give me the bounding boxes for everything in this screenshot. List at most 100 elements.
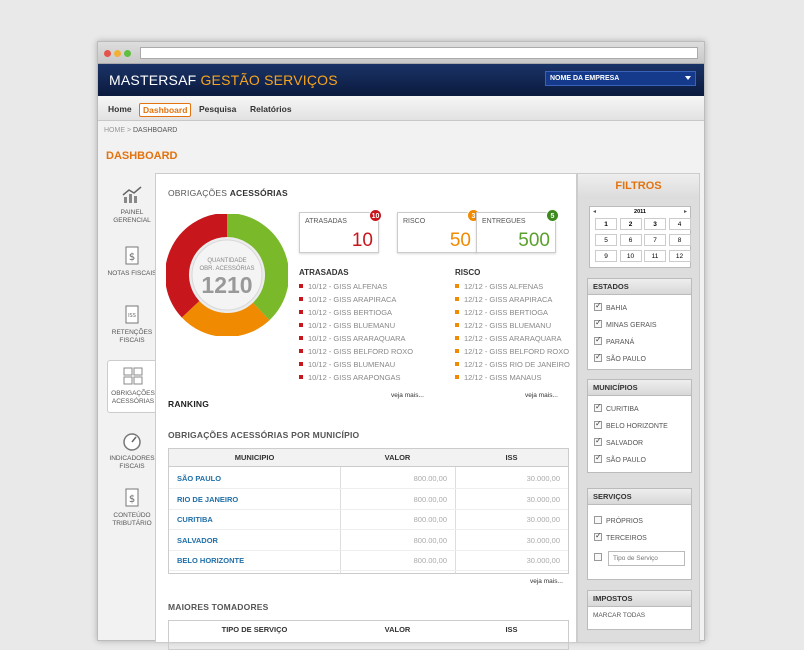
calendar-month[interactable]: 5 [595,234,617,246]
calendar-month[interactable]: 9 [595,250,617,262]
sidebar-item-notas-fiscais[interactable]: $ NOTAS FISCAIS [107,246,157,278]
breadcrumb: HOME > DASHBOARD [104,127,178,134]
breadcrumb-home[interactable]: HOME [104,127,125,134]
minimize-dot[interactable] [114,50,121,57]
estado-checkbox[interactable]: PARANÁ [594,335,694,346]
estado-checkbox[interactable]: SÃO PAULO [594,352,694,363]
atrasadas-list-item[interactable]: 10/12 - GISS BLUMENAU [299,360,395,369]
municipio-table-title: OBRIGAÇÕES ACESSÓRIAS POR MUNICÍPIO [168,430,360,440]
nav-home[interactable]: Home [108,104,132,114]
calendar-next-icon[interactable]: ▸ [683,209,687,215]
tipo-servico-input[interactable] [608,551,685,566]
veja-mais-municipio[interactable]: veja mais... [530,578,563,585]
iss-document-icon: ISS [125,305,139,324]
tomadores-table: TIPO DE SERVIÇO VALOR ISS [168,620,569,650]
veja-mais-risco[interactable]: veja mais... [525,392,558,399]
risco-list-item[interactable]: 12/12 - GISS ALFENAS [455,282,543,291]
checkbox-icon[interactable] [594,531,602,541]
atrasadas-list-item[interactable]: 10/12 - GISS ALFENAS [299,282,387,291]
atrasadas-list-item[interactable]: 10/12 - GISS BERTIOGA [299,308,392,317]
checkbox-icon[interactable] [594,335,602,345]
servicos-filter: SERVIÇOS PRÓPRIOS TERCEIROS [587,488,692,580]
sidebar-item-indicadores-fiscais[interactable]: INDICADORES FISCAIS [107,431,157,471]
checkbox-icon[interactable] [594,352,602,362]
calendar-month[interactable]: 10 [619,250,642,262]
checkbox-icon[interactable] [594,301,602,311]
address-bar[interactable] [140,47,698,59]
calendar-month[interactable]: 3 [644,218,666,230]
calendar-month[interactable]: 6 [619,234,642,246]
risco-list-item[interactable]: 12/12 - GISS ARAPIRACA [455,295,552,304]
risco-list-item[interactable]: 12/12 - GISS RIO DE JANEIRO [455,360,570,369]
veja-mais-atrasadas[interactable]: veja mais... [391,392,424,399]
sidebar-item-retencoes-fiscais[interactable]: ISS RETENÇÕES FISCAIS [107,305,157,345]
calendar-month[interactable]: 8 [668,234,691,246]
risco-list-item[interactable]: 12/12 - GISS BERTIOGA [455,308,548,317]
status-badge: 5 [546,209,559,222]
atrasadas-list-item[interactable]: 10/12 - GISS ARARAQUARA [299,334,406,343]
estado-checkbox[interactable]: BAHIA [594,301,694,312]
risco-list-item[interactable]: 12/12 - GISS MANAUS [455,373,542,382]
company-select[interactable]: NOME DA EMPRESA [545,71,696,86]
risco-list-item[interactable]: 12/12 - GISS BELFORD ROXO [455,347,569,356]
municipio-name[interactable]: SALVADOR [177,535,218,545]
valor-cell: 800.00,00 [413,515,447,524]
checkbox-icon[interactable] [594,436,602,446]
dollar-document-icon: $ [125,246,139,265]
impostos-filter: IMPOSTOS MARCAR TODAS [587,590,692,630]
municipio-name[interactable]: RIO DE JANEIRO [177,494,239,504]
maximize-dot[interactable] [124,50,131,57]
nav-dashboard[interactable]: Dashboard [139,103,192,117]
calendar-month[interactable]: 12 [668,250,691,262]
marcar-todas-link[interactable]: MARCAR TODAS [593,612,646,619]
calendar-month[interactable]: 2 [619,218,642,230]
municipio-name[interactable]: SÃO PAULO [177,474,222,483]
sidebar-item-obrigacoes-acessorias[interactable]: OBRIGAÇÕES ACESSÓRIAS [107,360,158,413]
calendar-month[interactable]: 11 [644,250,666,262]
checkbox-icon[interactable] [594,402,602,412]
card-atrasadas[interactable]: ATRASADAS 10 10 [299,209,382,253]
servico-checkbox[interactable]: PRÓPRIOS [594,516,694,525]
municipio-checkbox[interactable]: BELO HORIZONTE [594,419,694,430]
table-row[interactable]: SÃO PAULO 800.00,00 30.000,00 [169,469,568,489]
municipio-checkbox[interactable]: SÃO PAULO [594,453,694,464]
valor-cell: 800.00,00 [413,474,447,483]
checkbox-icon[interactable] [594,318,602,328]
table-row[interactable]: CURITIBA 800.00,00 30.000,00 [169,510,568,530]
table-row[interactable]: BELO HORIZONTE 800.00,00 30.000,00 [169,551,568,571]
municipios-title: MUNICÍPIOS [588,380,691,396]
sidebar-item-painel-gerencial[interactable]: PAINEL GERENCIAL [107,185,157,225]
card-risco[interactable]: RISCO 50 3 [397,209,480,253]
calendar-month[interactable]: 7 [644,234,666,246]
municipio-checkbox[interactable]: SALVADOR [594,436,694,447]
estados-title: ESTADOS [588,279,691,295]
sidebar-item-conteudo-tributario[interactable]: $ CONTEÚDO TRIBUTÁRIO [107,488,157,528]
nav-relatorios[interactable]: Relatórios [250,104,292,114]
atrasadas-list-item[interactable]: 10/12 - GISS ARAPONGAS [299,373,401,382]
atrasadas-list-item[interactable]: 10/12 - GISS BLUEMANU [299,321,395,330]
risco-heading: RISCO [455,268,481,277]
card-entregues[interactable]: ENTREGUES 500 5 [476,209,559,253]
municipio-checkbox[interactable]: CURITIBA [594,402,694,413]
municipio-name[interactable]: CURITIBA [177,515,213,524]
checkbox-icon[interactable] [594,453,602,463]
checkbox-icon[interactable] [594,516,602,524]
atrasadas-list-item[interactable]: 10/12 - GISS BELFORD ROXO [299,347,413,356]
status-badge: 10 [369,209,382,222]
municipio-name[interactable]: BELO HORIZONTE [177,556,245,565]
calendar-month[interactable]: 1 [595,218,617,230]
table-row[interactable]: RIO DE JANEIRO 800.00,00 30.000,00 [169,490,568,510]
forms-icon [123,367,143,385]
table-row[interactable]: SALVADOR 800.00,00 30.000,00 [169,531,568,551]
close-dot[interactable] [104,50,111,57]
svg-text:$: $ [129,494,135,505]
risco-list-item[interactable]: 12/12 - GISS ARARAQUARA [455,334,562,343]
checkbox-icon[interactable] [594,419,602,429]
servico-checkbox[interactable]: TERCEIROS [594,531,694,542]
risco-list-item[interactable]: 12/12 - GISS BLUEMANU [455,321,551,330]
calendar-month[interactable]: 4 [668,218,691,230]
calendar-prev-icon[interactable]: ◂ [593,209,597,215]
atrasadas-list-item[interactable]: 10/12 - GISS ARAPIRACA [299,295,396,304]
nav-pesquisa[interactable]: Pesquisa [199,104,237,114]
estado-checkbox[interactable]: MINAS GERAIS [594,318,694,329]
